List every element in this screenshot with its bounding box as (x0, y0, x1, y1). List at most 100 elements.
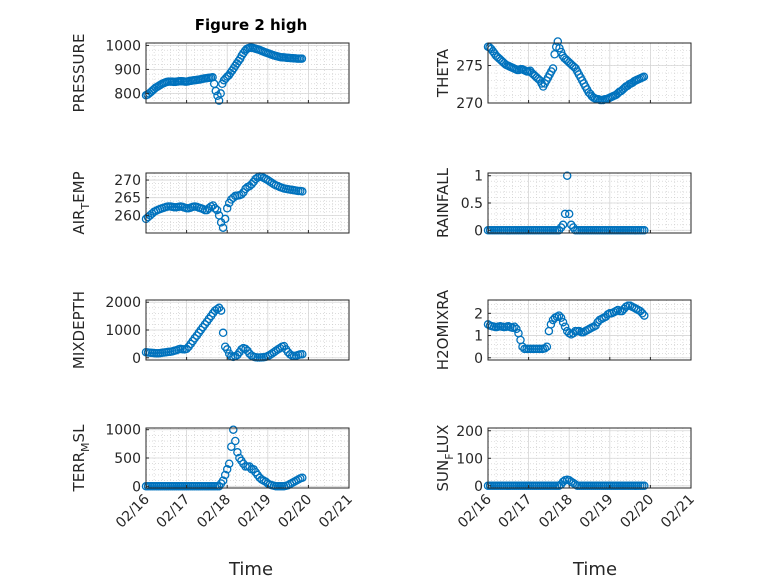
data-point (546, 320, 556, 329)
y-tick-label: 500 (114, 451, 141, 467)
data-point (298, 473, 307, 483)
y-axis-label: THETA (434, 48, 452, 98)
y-tick-label: 2 (474, 306, 483, 322)
y-tick-label: 0 (474, 223, 483, 239)
data-point (540, 344, 550, 353)
data-point (298, 349, 307, 359)
y-axis-label: RAINFALL (434, 167, 452, 238)
data-point (227, 442, 236, 451)
y-tick-label: 0 (132, 479, 141, 495)
x-tick-label: 02/16 (455, 491, 495, 531)
y-tick-label: 270 (114, 173, 141, 189)
data-point (512, 324, 521, 334)
y-tick-label: 200 (456, 424, 483, 440)
data-point (558, 477, 568, 486)
x-tick-label: 02/18 (536, 492, 576, 532)
subplot-pressure: 800 900 1000 PRESSURE (70, 34, 350, 112)
y-tick-label: 1000 (105, 38, 141, 54)
data-point (224, 459, 234, 468)
data-point (558, 220, 568, 230)
data-point (212, 205, 222, 215)
x-tick-label: 02/19 (577, 492, 617, 532)
y-axis-label: AIRTEMP (70, 171, 92, 234)
y-tick-label: 100 (456, 451, 483, 467)
x-tick-label: 02/17 (496, 492, 536, 532)
y-axis-label: H2OMIXRA (434, 289, 452, 370)
data-point (560, 209, 570, 219)
y-tick-label: 800 (114, 86, 141, 102)
y-tick-label: 275 (456, 59, 483, 75)
subplot-h2omixra: 0 1 2 H2OMIXRA (434, 289, 692, 370)
y-tick-label: 1000 (105, 323, 141, 339)
x-tick-label: 02/18 (194, 492, 234, 532)
y-tick-label: 1000 (105, 423, 141, 439)
y-tick-label: 1 (474, 329, 483, 345)
data-point (640, 311, 649, 320)
data-point (275, 343, 285, 353)
data-point (560, 322, 570, 331)
data-point (212, 304, 222, 314)
y-tick-label: 270 (456, 96, 483, 112)
data-point (229, 425, 238, 434)
axes-frame (145, 172, 350, 234)
y-tick-label: 1 (474, 169, 483, 185)
axes-frame (487, 299, 692, 361)
y-tick-label: 900 (114, 62, 141, 78)
x-tick-label: 02/20 (275, 492, 315, 532)
data-point (638, 309, 647, 318)
data-point (640, 481, 649, 491)
data-point (218, 476, 228, 485)
data-point (542, 342, 552, 351)
data-point (548, 64, 558, 73)
axes-frame (487, 42, 692, 104)
data-point (222, 345, 232, 354)
y-tick-label: 0.5 (461, 196, 483, 212)
data-point (298, 187, 307, 196)
data-point (220, 214, 230, 224)
data-point (247, 180, 256, 189)
x-tick-label: 02/17 (154, 492, 194, 532)
y-axis-label: MIXDEPTH (70, 291, 88, 369)
subplot-sun-flux: 0 100 200 02/16 02/17 02/18 02/19 02/20 02/21 SUN… (434, 424, 698, 532)
data-point (216, 89, 225, 98)
data-point (222, 465, 232, 474)
subplot-mixdepth: 0 1000 2000 MIXDEPTH (70, 291, 350, 369)
subplot-terr-msl: 0 500 1000 02/16 02/17 02/18 02/19 02/20 02/21 TE… (70, 423, 356, 532)
x-axis-label-right: Time (572, 559, 617, 580)
subplot-rainfall: 0 0.5 1 RAINFALL (434, 167, 692, 239)
data-point (216, 306, 226, 315)
figure-title: Figure 2 high (195, 16, 308, 34)
data-point (210, 204, 220, 213)
y-tick-label: 0 (132, 351, 141, 367)
data-point (510, 322, 519, 331)
data-point (237, 345, 246, 354)
y-axis-label: TERRMSL (70, 424, 92, 493)
data-point (218, 328, 228, 338)
data-point (555, 43, 564, 53)
x-tick-label: 02/16 (113, 491, 153, 531)
x-tick-label: 02/21 (658, 492, 698, 532)
y-tick-label: 260 (114, 208, 141, 224)
y-tick-label: 265 (114, 191, 141, 207)
data-point (556, 313, 566, 323)
y-tick-label: 0 (474, 351, 483, 367)
data-point (562, 171, 572, 180)
data-point (297, 54, 307, 63)
data-point (640, 226, 649, 235)
data-point (218, 223, 228, 232)
data-point (554, 311, 564, 320)
axes-frame (145, 42, 350, 104)
x-tick-label: 02/20 (617, 492, 657, 532)
data-point (231, 436, 240, 446)
data-point (222, 204, 232, 213)
data-point (233, 448, 242, 457)
y-axis-label: SUNFLUX (434, 425, 456, 492)
x-tick-label: 02/19 (235, 492, 275, 532)
data-point (558, 317, 568, 327)
x-tick-label: 02/21 (316, 492, 356, 532)
data-point (220, 470, 230, 480)
data-point (237, 190, 246, 199)
